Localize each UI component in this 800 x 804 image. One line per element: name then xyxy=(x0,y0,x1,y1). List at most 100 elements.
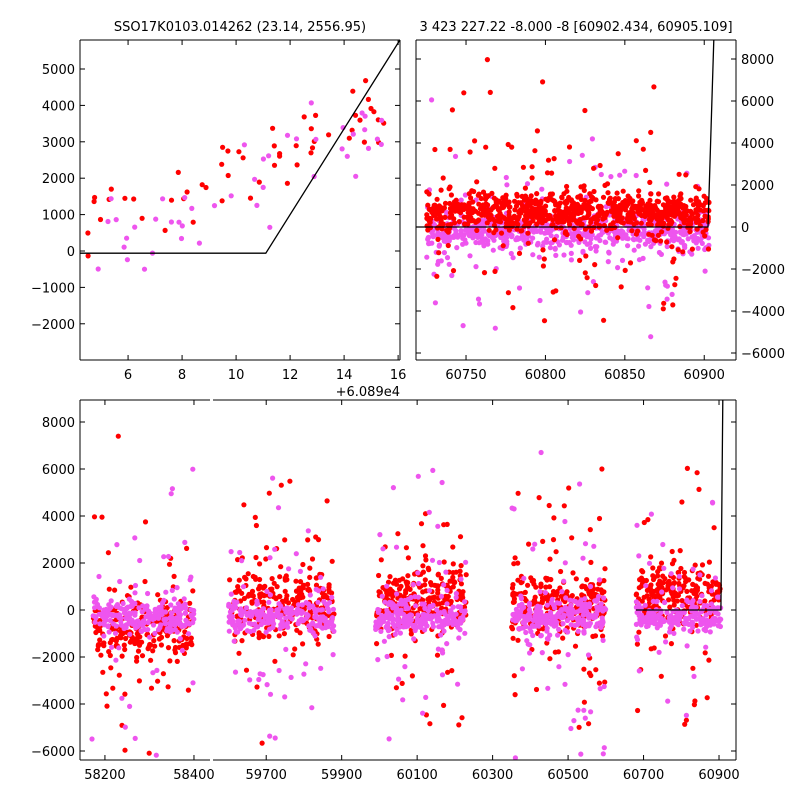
magenta-data-point xyxy=(564,617,571,624)
magenta-data-point xyxy=(519,601,525,607)
red-data-point xyxy=(587,191,593,197)
top-left-ytick-label: −2000 xyxy=(31,318,75,333)
red-data-point xyxy=(528,193,534,199)
red-data-point xyxy=(563,229,569,235)
magenta-data-point xyxy=(703,644,709,650)
magenta-data-point xyxy=(387,601,393,607)
magenta-data-point xyxy=(293,551,299,557)
magenta-data-point xyxy=(695,628,701,634)
red-data-point xyxy=(227,577,233,583)
red-data-point xyxy=(599,466,605,472)
red-data-point xyxy=(474,227,480,233)
magenta-data-point xyxy=(692,612,698,618)
magenta-data-point xyxy=(260,672,266,678)
magenta-data-point xyxy=(553,252,559,258)
red-data-point xyxy=(551,237,558,243)
magenta-data-point xyxy=(289,616,295,622)
magenta-data-point xyxy=(415,594,421,600)
red-data-point xyxy=(122,747,128,753)
magenta-data-point xyxy=(593,624,599,630)
red-data-point xyxy=(648,129,654,135)
magenta-data-point xyxy=(179,223,185,229)
magenta-data-point xyxy=(177,612,183,618)
red-data-point xyxy=(447,205,453,212)
red-data-point xyxy=(427,219,433,225)
magenta-data-point xyxy=(171,596,177,602)
magenta-data-point xyxy=(582,624,589,630)
red-data-point xyxy=(434,273,440,279)
red-data-point xyxy=(282,537,288,543)
magenta-data-point xyxy=(654,621,660,627)
bottom-left-plot-area xyxy=(89,433,197,758)
magenta-data-point xyxy=(97,621,103,627)
magenta-data-point xyxy=(581,707,587,713)
bottom-right-plot-area xyxy=(226,400,724,760)
magenta-data-point xyxy=(556,626,562,633)
red-data-point xyxy=(568,197,575,203)
red-data-point xyxy=(516,250,523,256)
red-data-point xyxy=(428,580,434,586)
red-data-point xyxy=(259,740,265,746)
red-data-point xyxy=(672,211,678,217)
magenta-data-point xyxy=(182,610,189,616)
red-data-point xyxy=(438,187,444,193)
red-data-point xyxy=(427,597,433,603)
red-data-point xyxy=(390,580,397,586)
red-data-point xyxy=(307,574,313,581)
red-data-point xyxy=(516,214,522,220)
red-data-point xyxy=(534,191,540,197)
red-data-point xyxy=(85,253,91,259)
magenta-data-point xyxy=(384,611,390,617)
magenta-data-point xyxy=(126,621,132,627)
magenta-data-point xyxy=(404,615,410,621)
magenta-data-point xyxy=(476,301,483,307)
magenta-data-point xyxy=(448,619,454,625)
red-data-point xyxy=(700,218,706,224)
magenta-data-point xyxy=(460,323,466,329)
red-data-point xyxy=(533,686,540,693)
red-data-point xyxy=(108,665,114,671)
magenta-data-point xyxy=(482,236,488,242)
magenta-data-point xyxy=(436,559,442,566)
magenta-data-point xyxy=(297,568,303,575)
red-data-point xyxy=(671,194,677,200)
magenta-data-point xyxy=(592,244,598,250)
magenta-data-point xyxy=(177,636,183,642)
magenta-data-point xyxy=(362,113,368,119)
magenta-data-point xyxy=(116,645,122,651)
magenta-data-point xyxy=(177,604,183,610)
magenta-data-point xyxy=(444,255,451,261)
magenta-data-point xyxy=(562,627,568,633)
magenta-data-point xyxy=(384,583,390,589)
top-right-ytick-label: −4000 xyxy=(741,305,785,320)
red-data-point xyxy=(617,208,624,214)
magenta-data-point xyxy=(267,733,273,739)
magenta-data-point xyxy=(285,624,291,630)
magenta-data-point xyxy=(182,539,188,546)
magenta-data-point xyxy=(227,615,233,622)
red-data-point xyxy=(497,206,503,212)
magenta-data-point xyxy=(167,626,173,632)
red-data-point xyxy=(553,549,559,555)
red-data-point xyxy=(647,179,653,185)
magenta-data-point xyxy=(486,232,492,238)
magenta-data-point xyxy=(682,229,688,235)
magenta-data-point xyxy=(510,617,516,623)
red-data-point xyxy=(548,576,554,583)
red-data-point xyxy=(300,561,306,568)
magenta-data-point xyxy=(126,596,132,602)
magenta-data-point xyxy=(93,615,99,621)
red-data-point xyxy=(645,517,651,523)
magenta-data-point xyxy=(365,145,372,151)
bottom-right-xtick-label: 59900 xyxy=(321,768,362,783)
magenta-data-point xyxy=(113,217,119,223)
red-data-point xyxy=(529,175,535,181)
red-data-point xyxy=(673,275,679,281)
magenta-data-point xyxy=(441,618,447,624)
red-data-point xyxy=(357,117,363,123)
red-data-point xyxy=(544,170,551,176)
red-data-point xyxy=(572,643,579,649)
top-left-xtick-label: 12 xyxy=(282,368,299,383)
magenta-data-point xyxy=(229,604,236,610)
red-data-point xyxy=(307,565,313,571)
